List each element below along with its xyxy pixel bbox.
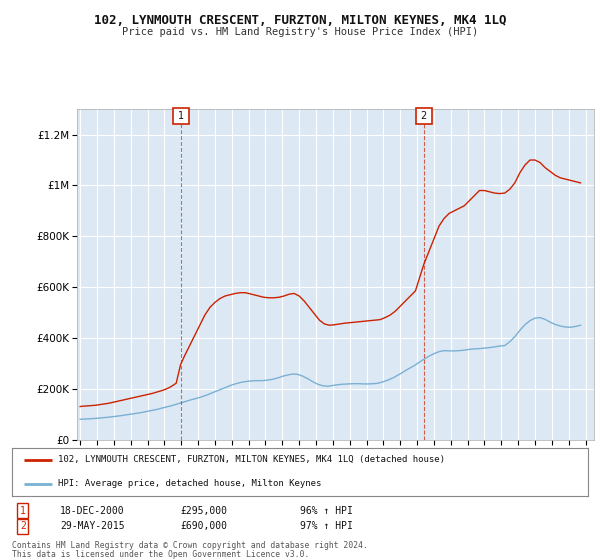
Text: 102, LYNMOUTH CRESCENT, FURZTON, MILTON KEYNES, MK4 1LQ: 102, LYNMOUTH CRESCENT, FURZTON, MILTON … — [94, 14, 506, 27]
Text: 29-MAY-2015: 29-MAY-2015 — [60, 521, 125, 531]
Text: 102, LYNMOUTH CRESCENT, FURZTON, MILTON KEYNES, MK4 1LQ (detached house): 102, LYNMOUTH CRESCENT, FURZTON, MILTON … — [58, 455, 445, 464]
Text: HPI: Average price, detached house, Milton Keynes: HPI: Average price, detached house, Milt… — [58, 479, 322, 488]
Text: 1: 1 — [178, 111, 184, 121]
Text: This data is licensed under the Open Government Licence v3.0.: This data is licensed under the Open Gov… — [12, 550, 310, 559]
Text: Contains HM Land Registry data © Crown copyright and database right 2024.: Contains HM Land Registry data © Crown c… — [12, 541, 368, 550]
Text: 1: 1 — [20, 506, 26, 516]
Text: £295,000: £295,000 — [180, 506, 227, 516]
Text: Price paid vs. HM Land Registry's House Price Index (HPI): Price paid vs. HM Land Registry's House … — [122, 27, 478, 37]
Text: £690,000: £690,000 — [180, 521, 227, 531]
Text: 2: 2 — [421, 111, 427, 121]
Text: 96% ↑ HPI: 96% ↑ HPI — [300, 506, 353, 516]
Text: 97% ↑ HPI: 97% ↑ HPI — [300, 521, 353, 531]
Text: 2: 2 — [20, 521, 26, 531]
Text: 18-DEC-2000: 18-DEC-2000 — [60, 506, 125, 516]
